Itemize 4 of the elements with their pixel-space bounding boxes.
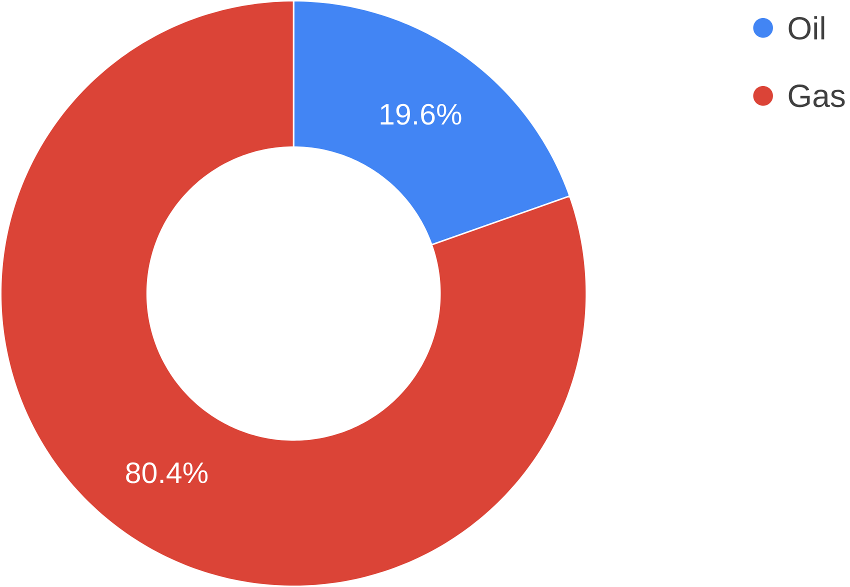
legend-label: Gas bbox=[788, 84, 845, 108]
data-label: 19.6% bbox=[380, 104, 462, 125]
data-label: 80.4% bbox=[126, 462, 208, 484]
legend-label: Oil bbox=[788, 16, 824, 40]
